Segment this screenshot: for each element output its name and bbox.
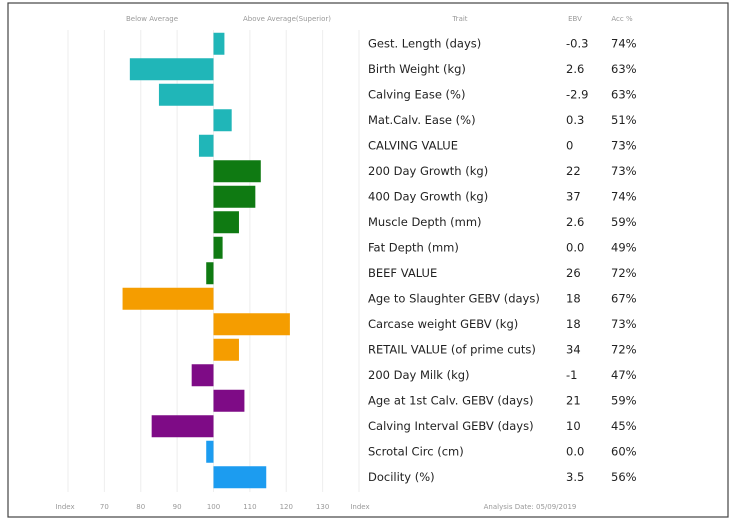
frame [7, 2, 729, 518]
bar [213, 160, 261, 183]
bar [213, 185, 256, 208]
x-tick-label: 70 [100, 503, 109, 511]
trait-label: Birth Weight (kg) [368, 62, 466, 76]
ebv-value: 0.3 [566, 113, 584, 127]
acc-value: 73% [611, 138, 637, 152]
bar [213, 32, 225, 55]
trait-label: Mat.Calv. Ease (%) [368, 113, 476, 127]
trait-label: BEEF VALUE [368, 266, 437, 280]
trait-header: Trait [451, 15, 467, 23]
ebv-value: 0.0 [566, 240, 584, 254]
ebv-value: 18 [566, 291, 581, 305]
acc-value: 74% [611, 36, 637, 50]
acc-value: 74% [611, 189, 637, 203]
acc-value: 67% [611, 291, 637, 305]
bar [213, 466, 267, 489]
bar [213, 313, 290, 336]
trait-label: Docility (%) [368, 470, 435, 484]
x-tick-label: 120 [280, 503, 293, 511]
acc-value: 72% [611, 266, 637, 280]
trait-label: Gest. Length (days) [368, 36, 481, 50]
acc-value: 56% [611, 470, 637, 484]
x-tick-label: 100 [207, 503, 220, 511]
acc-value: 60% [611, 444, 637, 458]
bar [158, 83, 214, 106]
trait-label: Calving Interval GEBV (days) [368, 419, 534, 433]
acc-header: Acc % [611, 15, 633, 23]
ebv-value: 3.5 [566, 470, 584, 484]
trait-label: 400 Day Growth (kg) [368, 189, 488, 203]
ebv-value: 0 [566, 138, 573, 152]
trait-label: CALVING VALUE [368, 138, 458, 152]
ebv-value: -1 [566, 368, 577, 382]
ebv-value: -0.3 [566, 36, 588, 50]
acc-value: 73% [611, 164, 637, 178]
trait-label: Muscle Depth (mm) [368, 215, 482, 229]
bar [198, 134, 214, 157]
x-tick-label: 90 [173, 503, 182, 511]
bar [213, 236, 223, 259]
trait-label: 200 Day Growth (kg) [368, 164, 488, 178]
analysis-date: Analysis Date: 05/09/2019 [484, 503, 577, 511]
bar [213, 211, 239, 234]
acc-value: 45% [611, 419, 637, 433]
trait-label: Age to Slaughter GEBV (days) [368, 291, 540, 305]
bar [206, 440, 214, 463]
bar [213, 389, 245, 412]
ebv-value: 2.6 [566, 215, 584, 229]
bar [122, 287, 214, 310]
trait-label: Calving Ease (%) [368, 87, 465, 101]
bar [191, 364, 214, 387]
acc-value: 47% [611, 368, 637, 382]
ebv-header: EBV [568, 15, 582, 23]
x-axis-label: Index [55, 503, 74, 511]
x-tick-label: 80 [136, 503, 145, 511]
trait-label: 200 Day Milk (kg) [368, 368, 470, 382]
trait-label: RETAIL VALUE (of prime cuts) [368, 342, 536, 356]
ebv-value: 26 [566, 266, 581, 280]
trait-label: Carcase weight GEBV (kg) [368, 317, 518, 331]
acc-value: 51% [611, 113, 637, 127]
trait-label: Scrotal Circ (cm) [368, 444, 464, 458]
acc-value: 63% [611, 62, 637, 76]
acc-value: 59% [611, 215, 637, 229]
ebv-value: 18 [566, 317, 581, 331]
acc-value: 73% [611, 317, 637, 331]
x-tick-label: 130 [316, 503, 329, 511]
above-average-label: Above Average(Superior) [243, 15, 331, 23]
trait-label: Age at 1st Calv. GEBV (days) [368, 393, 533, 407]
ebv-value: 2.6 [566, 62, 584, 76]
acc-value: 72% [611, 342, 637, 356]
below-average-label: Below Average [126, 15, 178, 23]
ebv-value: 10 [566, 419, 581, 433]
ebv-value: 22 [566, 164, 581, 178]
x-axis-label: Index [350, 503, 369, 511]
ebv-value: -2.9 [566, 87, 588, 101]
ebv-value: 21 [566, 393, 581, 407]
acc-value: 63% [611, 87, 637, 101]
x-tick-label: 110 [243, 503, 256, 511]
ebv-value: 34 [566, 342, 581, 356]
bar [129, 58, 214, 81]
acc-value: 59% [611, 393, 637, 407]
bar [213, 109, 232, 132]
ebv-value: 0.0 [566, 444, 584, 458]
bar [151, 415, 214, 438]
trait-label: Fat Depth (mm) [368, 240, 459, 254]
ebv-value: 37 [566, 189, 581, 203]
bar [206, 262, 214, 285]
acc-value: 49% [611, 240, 637, 254]
bar [213, 338, 239, 361]
